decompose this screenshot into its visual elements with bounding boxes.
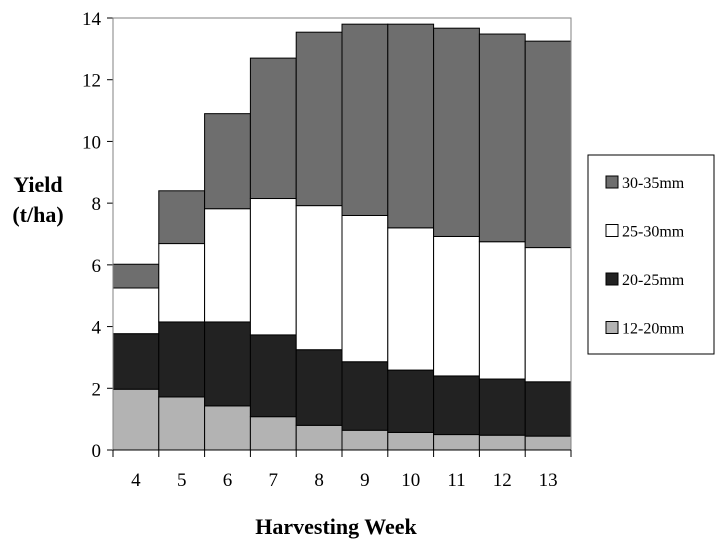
bar-segment-30-35mm [524, 40, 572, 249]
x-tick-label: 12 [493, 470, 512, 491]
bar-segment-12-20mm [249, 416, 297, 451]
bar-segment-30-35mm [204, 113, 251, 210]
bar-segment-20-25mm [112, 333, 160, 390]
legend-label: 25-30mm [622, 224, 685, 241]
y-tick-label: 4 [92, 318, 102, 339]
y-tick-label: 12 [82, 71, 101, 92]
y-tick-label: 6 [92, 256, 102, 277]
legend-label: 12-20mm [622, 321, 685, 338]
x-tick-label: 5 [177, 470, 187, 491]
bar-segment-30-35mm [478, 33, 526, 243]
bar-segment-12-20mm [433, 434, 480, 451]
bar-segment-25-30mm [478, 241, 526, 380]
x-axis-label: Harvesting Week [255, 514, 417, 539]
legend-label: 20-25mm [622, 272, 685, 289]
y-tick-label: 8 [92, 194, 102, 215]
bar-segment-20-25mm [387, 369, 435, 433]
bar-segment-30-35mm [249, 57, 297, 200]
bar-segment-30-35mm [112, 263, 160, 289]
bar-segment-25-30mm [295, 205, 343, 351]
bar-segment-12-20mm [295, 424, 343, 451]
legend-swatch [605, 224, 619, 237]
legend-label: 30-35mm [622, 175, 685, 192]
y-axis-ticks: 0 2 4 6 8 10 12 14 [82, 9, 113, 462]
bar-segment-12-20mm [204, 405, 251, 451]
legend-swatch [605, 321, 619, 334]
bar-segment-12-20mm [524, 435, 572, 451]
bar-segment-20-25mm [158, 321, 206, 398]
bar-segment-25-30mm [158, 243, 206, 323]
x-tick-label: 7 [269, 470, 279, 491]
x-tick-label: 4 [131, 470, 141, 491]
bar-segment-30-35mm [387, 23, 435, 229]
bar-segment-25-30mm [524, 247, 572, 383]
legend-swatch [605, 175, 619, 189]
bar-segment-30-35mm [433, 27, 480, 237]
y-tick-label: 14 [82, 9, 102, 30]
legend: 30-35mm 25-30mm 20-25mm 12-20mm [587, 154, 715, 355]
bar-segment-20-25mm [341, 361, 389, 431]
bar-segment-30-35mm [341, 23, 389, 216]
bar-segment-12-20mm [112, 388, 160, 451]
x-tick-label: 8 [314, 470, 324, 491]
bar-segment-20-25mm [524, 381, 572, 437]
y-tick-label: 0 [92, 441, 102, 462]
bar-segment-25-30mm [204, 208, 251, 323]
bar-segment-30-35mm [158, 190, 206, 245]
y-axis-label-line2: (t/ha) [12, 202, 63, 227]
x-axis-ticks: 4 5 6 7 8 9 10 11 12 13 [112, 450, 572, 491]
legend-swatch [605, 272, 619, 286]
bar-segment-12-20mm [341, 429, 389, 451]
bar-segment-25-30mm [341, 214, 389, 363]
bar-segment-12-20mm [387, 431, 435, 451]
bar-segment-20-25mm [249, 334, 297, 418]
bar-segment-20-25mm [204, 321, 251, 407]
bar-segment-20-25mm [478, 378, 526, 436]
y-axis-label-line1: Yield [13, 172, 62, 197]
bar-segment-25-30mm [387, 227, 435, 371]
bar-segment-12-20mm [158, 396, 206, 451]
y-tick-label: 2 [92, 379, 102, 400]
x-tick-label: 9 [360, 470, 370, 491]
bar-segment-20-25mm [433, 375, 480, 436]
x-tick-label: 11 [447, 470, 465, 491]
bar-segment-25-30mm [112, 287, 160, 335]
y-tick-label: 10 [82, 132, 101, 153]
bar-segment-25-30mm [433, 235, 480, 377]
bar-segment-12-20mm [478, 434, 526, 451]
bar-segment-30-35mm [295, 31, 343, 207]
x-tick-label: 6 [223, 470, 233, 491]
x-tick-label: 13 [539, 470, 558, 491]
x-tick-label: 10 [401, 470, 420, 491]
bar-segment-25-30mm [249, 198, 297, 336]
bar-segment-20-25mm [295, 349, 343, 426]
bars [112, 23, 572, 451]
